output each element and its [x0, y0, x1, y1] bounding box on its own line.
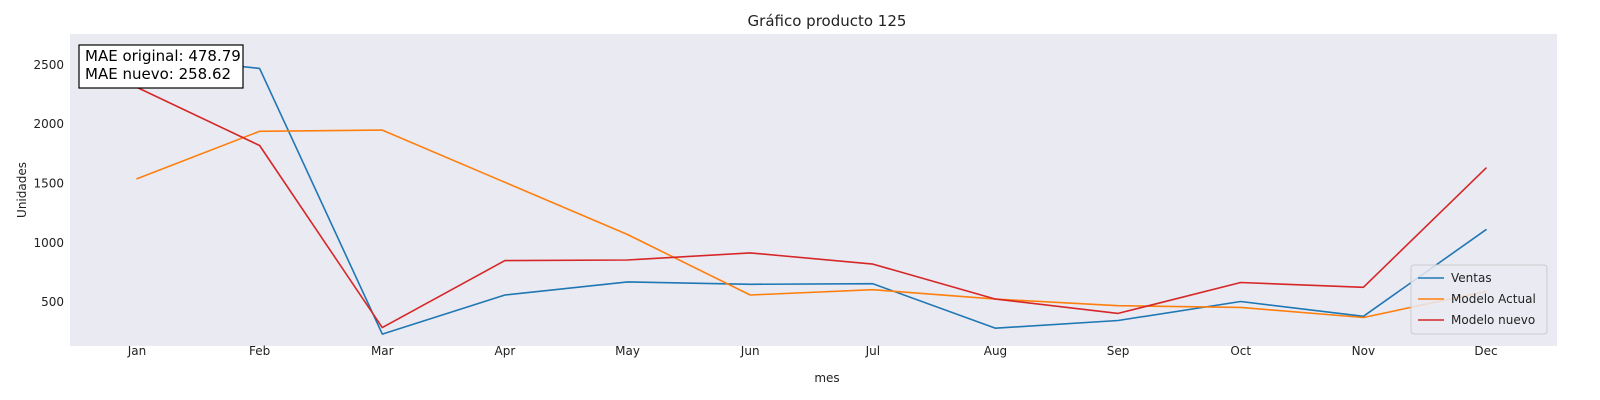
y-tick-label: 1500 [33, 176, 64, 190]
x-tick-label: Jan [127, 344, 147, 358]
y-tick-label: 500 [41, 295, 64, 309]
x-tick-label: Jun [740, 344, 760, 358]
annotation-mae-nuevo: MAE nuevo: 258.62 [85, 65, 231, 83]
series-line-2 [136, 129, 1487, 319]
legend: Ventas Modelo Actual Modelo nuevo [1410, 264, 1548, 335]
x-tick-label: Sep [1107, 344, 1130, 358]
y-tick-label: 2500 [33, 58, 64, 72]
x-axis-label: mes [814, 371, 839, 385]
x-tick-label: Nov [1352, 344, 1375, 358]
mae-annotation-box: MAE original: 478.79 MAE nuevo: 258.62 [78, 44, 244, 89]
chart-title: Gráfico producto 125 [748, 12, 907, 30]
x-tick-label: Mar [371, 344, 394, 358]
plot-area [70, 34, 1557, 346]
x-tick-label: Feb [249, 344, 270, 358]
x-axis: Jan Feb Mar Apr May Jun Jul Aug Sep Oct Nov Dec [127, 344, 1498, 358]
x-tick-label: Apr [495, 344, 516, 358]
legend-entry: Ventas [1451, 271, 1492, 285]
series-line-3 [136, 86, 1487, 329]
series-line-1 [136, 54, 1487, 335]
y-tick-label: 2000 [33, 117, 64, 131]
x-tick-label: Jul [865, 344, 880, 358]
legend-entry: Modelo nuevo [1451, 313, 1535, 327]
y-axis: 500 1000 1500 2000 2500 [33, 58, 64, 309]
series-lines [136, 54, 1487, 335]
y-tick-label: 1000 [33, 236, 64, 250]
x-tick-label: Dec [1474, 344, 1497, 358]
legend-frame [1410, 264, 1548, 335]
x-tick-label: Aug [984, 344, 1007, 358]
y-axis-label: Unidades [15, 162, 29, 218]
x-tick-label: Oct [1230, 344, 1251, 358]
annotation-frame [78, 44, 244, 89]
annotation-mae-original: MAE original: 478.79 [85, 47, 241, 65]
x-tick-label: May [615, 344, 640, 358]
legend-entry: Modelo Actual [1451, 292, 1536, 306]
